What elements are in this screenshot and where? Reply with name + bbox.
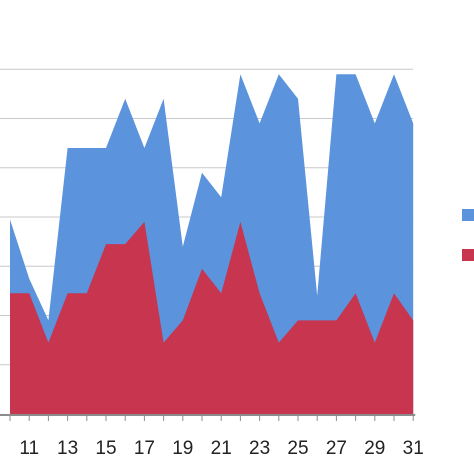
x-tick-label: 21 — [211, 438, 232, 459]
x-axis — [0, 414, 416, 421]
legend-swatch-1 — [462, 209, 474, 221]
x-tick-label: 17 — [134, 438, 155, 459]
x-tick-label: 15 — [95, 438, 116, 459]
legend-swatch-2 — [462, 249, 474, 261]
x-tick-label: 25 — [287, 438, 308, 459]
x-tick-label: 19 — [172, 438, 193, 459]
x-tick-label: 11 — [19, 438, 39, 459]
x-tick-labels: 11 13 15 17 19 21 23 25 27 29 31 — [19, 438, 423, 459]
x-tick-label: 13 — [57, 438, 78, 459]
plot-areas — [10, 74, 414, 414]
x-tick-label: 31 — [403, 438, 424, 459]
legend — [462, 209, 474, 261]
x-tick-label: 29 — [364, 438, 385, 459]
x-tick-label: 23 — [249, 438, 270, 459]
series-area-2 — [10, 221, 414, 414]
x-tick-label: 27 — [326, 438, 347, 459]
